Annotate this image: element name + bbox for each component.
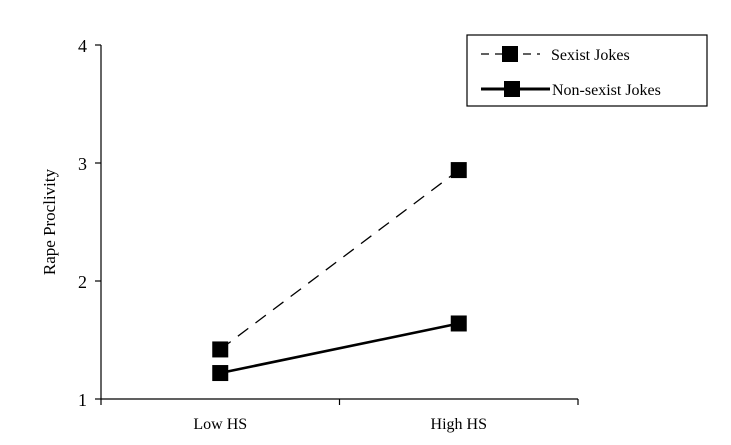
series-line-non-sexist-jokes [220,322,460,375]
legend-label-non-sexist-jokes: Non-sexist Jokes [552,82,661,99]
series-point-non-sexist-jokes [212,365,229,382]
x-tick-label: High HS [431,416,487,433]
series-layer [212,162,467,382]
legend-label-sexist-jokes: Sexist Jokes [551,47,630,64]
legend: Sexist Jokes Non-sexist Jokes [466,34,708,107]
series-point-sexist-jokes [212,341,229,358]
y-axis-label: Rape Proclivity [40,168,59,275]
axes: 1 2 3 4 Low HS High HS [78,36,579,433]
x-tick-label: Low HS [193,416,247,433]
y-tick-label: 2 [78,272,87,292]
legend-marker-non-sexist-jokes [504,81,520,97]
series-point-sexist-jokes [450,162,467,179]
y-tick-label: 1 [78,390,87,410]
series-line-sexist-jokes [219,169,460,350]
y-tick-label: 3 [78,154,87,174]
legend-marker-sexist-jokes [502,46,518,62]
y-tick-label: 4 [78,36,87,56]
series-point-non-sexist-jokes [450,315,467,332]
